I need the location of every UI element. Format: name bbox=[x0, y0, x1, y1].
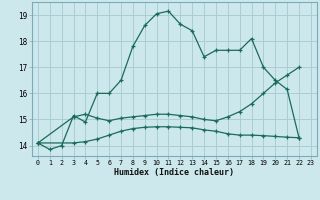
X-axis label: Humidex (Indice chaleur): Humidex (Indice chaleur) bbox=[115, 168, 234, 177]
